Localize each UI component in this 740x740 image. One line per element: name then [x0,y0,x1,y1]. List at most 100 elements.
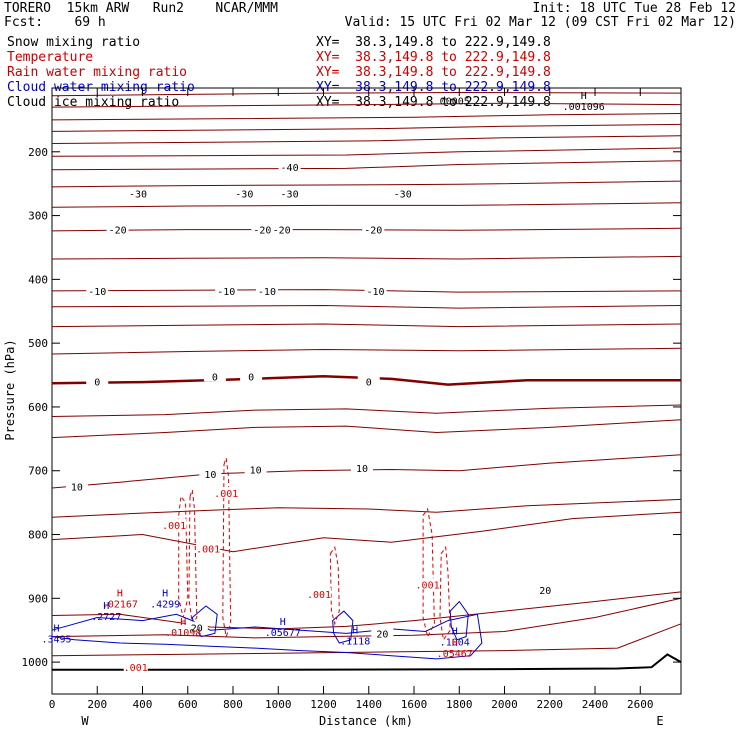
temperature-contour-label: -20 [109,226,127,237]
temperature-contour-line [51,511,682,553]
temperature-contour-line [51,180,682,188]
x-axis-tick-label: 800 [223,698,243,711]
x-axis-tick-label: 400 [133,698,153,711]
terrain-line [52,653,682,671]
field-xy-snow: XY= 38.3,149.8 to 222.9,149.8 [316,35,551,50]
temperature-label-bg [364,284,387,296]
rain-contour-label: .001 [307,590,331,601]
temperature-label-bg [350,462,373,474]
temperature-label-bg [270,223,293,235]
temperature-contour-label: -30 [394,189,412,200]
x-axis-tick-label: 1000 [265,698,292,711]
temperature-contour-label: 20 [376,629,388,640]
temperature-label-bg [185,621,208,633]
max-marker-value: .1118 [340,636,370,647]
temperature-label-bg [203,370,226,382]
temperature-label-bg [240,370,263,382]
temperature-contour-label: 10 [71,483,83,494]
temperature-contour-label: 0 [94,377,100,388]
field-name-rain: Rain water mixing ratio [7,65,188,80]
temperature-contour-label: 20 [191,624,203,635]
rain-contour-label: .001 [162,521,186,532]
contour-labels: -40-30 -30 -30 -30-20 -20 -20 -20-10 -10 -10 -100… [41,91,604,674]
y-axis-tick-label: 500 [28,337,48,350]
temperature-label-bg [534,584,557,596]
y-axis-label: Pressure (hPa) [3,339,17,440]
max-marker-h: H [452,627,458,638]
y-axis-tick-label: 600 [28,401,48,414]
rain-contour-label: .001 [196,545,220,556]
x-axis-label: Distance (km) [319,714,413,728]
rain-label-bg [306,587,331,599]
temperature-contour-line [51,227,682,232]
x-axis-tick-label: 0 [49,698,56,711]
temperature-label-bg [106,223,129,235]
temperature-contour-label: -20 [273,226,291,237]
temperature-label-bg [362,223,385,235]
y-axis-tick-label: 200 [28,146,48,159]
temperature-contour-label: -30 [235,189,253,200]
rain-contour [188,489,198,626]
temperature-label-bg [255,284,278,296]
max-marker-value: .3495 [41,634,71,645]
x-axis-tick-label: 200 [87,698,107,711]
plot-frame [51,87,682,695]
y-axis-tick-label: 700 [28,465,48,478]
temperature-contour-line [51,202,682,208]
rain-contour-label: .001 [124,663,148,674]
max-marker-value: .02167 [102,599,138,610]
temperature-label-bg [357,375,380,387]
temperature-contour-line [51,160,682,171]
temperature-contour-label: 0 [248,372,254,383]
temperature-contour-line [51,419,682,439]
rain-label-bg [196,542,221,554]
temperature-contour-label: -20 [253,226,271,237]
max-marker-h: H [280,617,286,628]
temperature-label-bg [251,223,274,235]
rain-contour [222,457,232,639]
x-axis-right-end-label: E [656,714,663,728]
x-axis-tick-label: 2400 [582,698,609,711]
temperature-contour-line [51,454,682,489]
max-marker-value: .05467 [437,649,473,660]
field-xy-rain: XY= 38.3,149.8 to 222.9,149.8 [316,65,551,80]
rain-label-bg [415,578,440,590]
x-axis-left-end-label: W [81,714,89,728]
cloud-water-contour [449,600,469,641]
temperature-contour-label: -10 [258,287,276,298]
x-axis-tick-label: 1600 [401,698,428,711]
header-line1-left: TORERO 15km ARW Run2 NCAR/MMM [4,1,278,16]
temperature-contour-line [51,289,682,293]
temperature-contour-label: 10 [250,465,262,476]
x-axis-tick-label: 2200 [537,698,564,711]
rain-contour-label: .001 [214,489,238,500]
header-line2-right: Valid: 15 UTC Fri 02 Mar 12 (09 CST Fri … [344,15,736,30]
temperature-contour-line [51,375,681,386]
temperature-contour-line [51,498,682,518]
temperature-label-bg [65,480,88,492]
temperature-contour-line [51,135,682,144]
temperature-contour-label: -10 [217,287,235,298]
temperature-contour-label: -20 [364,226,382,237]
field-name-snow: Snow mixing ratio [7,35,141,50]
temperature-contour-line [51,255,682,260]
temperature-label-bg [86,375,109,387]
temperature-contour-line [51,404,682,417]
terrain [52,653,682,671]
rain-contour-label: .001 [416,580,440,591]
rain-contour [178,494,189,618]
max-marker-h: H [103,601,109,612]
max-marker-value: 00005 [440,97,470,108]
max-marker-value: .001096 [563,102,605,113]
temperature-label-bg [391,187,414,199]
y-axis-tick-label: 1000 [22,656,49,669]
temperature-label-bg [215,284,238,296]
temperature-contour-line [51,347,682,355]
temperature-contour-label: -10 [367,287,385,298]
rain-contour [439,545,451,642]
temperature-label-bg [278,161,301,173]
rain-label-bg [123,661,148,673]
rain-contours [178,457,451,642]
temperature-contour-line [51,323,682,328]
